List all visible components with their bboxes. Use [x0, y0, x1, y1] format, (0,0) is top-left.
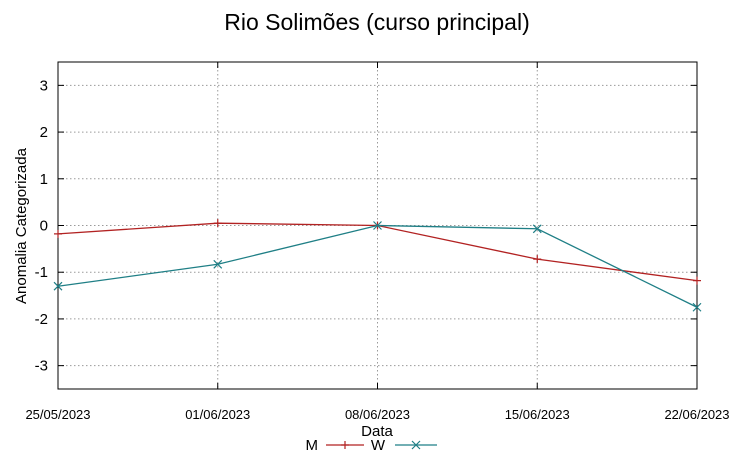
y-axis: 3 2 1 0 -1 -2 -3 — [35, 77, 697, 375]
data-point — [373, 221, 382, 230]
y-tick-label: -3 — [35, 358, 48, 375]
y-tick-label: 1 — [40, 171, 48, 188]
y-tick-label: 3 — [40, 77, 48, 94]
y-tick-label: 0 — [40, 218, 48, 235]
legend-swatch-marker — [341, 441, 349, 449]
y-tick-label: 2 — [40, 124, 48, 141]
legend-entry: W — [371, 437, 437, 454]
data-point — [533, 255, 542, 264]
x-tick-label: 15/06/2023 — [505, 407, 570, 422]
y-tick-label: -2 — [35, 311, 48, 328]
legend-entry: M — [306, 437, 364, 454]
data-point — [213, 259, 223, 269]
chart-title: Rio Solimões (curso principal) — [224, 9, 530, 35]
x-axis-label: Data — [361, 423, 393, 440]
data-point — [213, 219, 222, 228]
x-tick-label: 22/06/2023 — [664, 407, 729, 422]
x-tick-label: 01/06/2023 — [185, 407, 250, 422]
series-line — [57, 222, 698, 282]
y-tick-label: -1 — [35, 264, 48, 281]
data-point — [693, 276, 701, 285]
grid — [58, 62, 697, 389]
series — [53, 219, 702, 312]
legend-label: M — [306, 437, 319, 454]
data-point — [532, 224, 542, 234]
data-point — [692, 302, 702, 312]
legend-swatch-marker — [411, 440, 421, 450]
x-tick-label: 08/06/2023 — [345, 407, 410, 422]
y-axis-label: Anomalia Categorizada — [13, 147, 30, 304]
x-axis: 25/05/2023 01/06/2023 08/06/2023 15/06/2023… — [25, 62, 730, 422]
series-W — [53, 221, 702, 312]
legend-label: W — [371, 437, 386, 454]
data-point — [53, 281, 63, 291]
data-point — [54, 229, 62, 238]
x-tick-label: 25/05/2023 — [25, 407, 90, 422]
